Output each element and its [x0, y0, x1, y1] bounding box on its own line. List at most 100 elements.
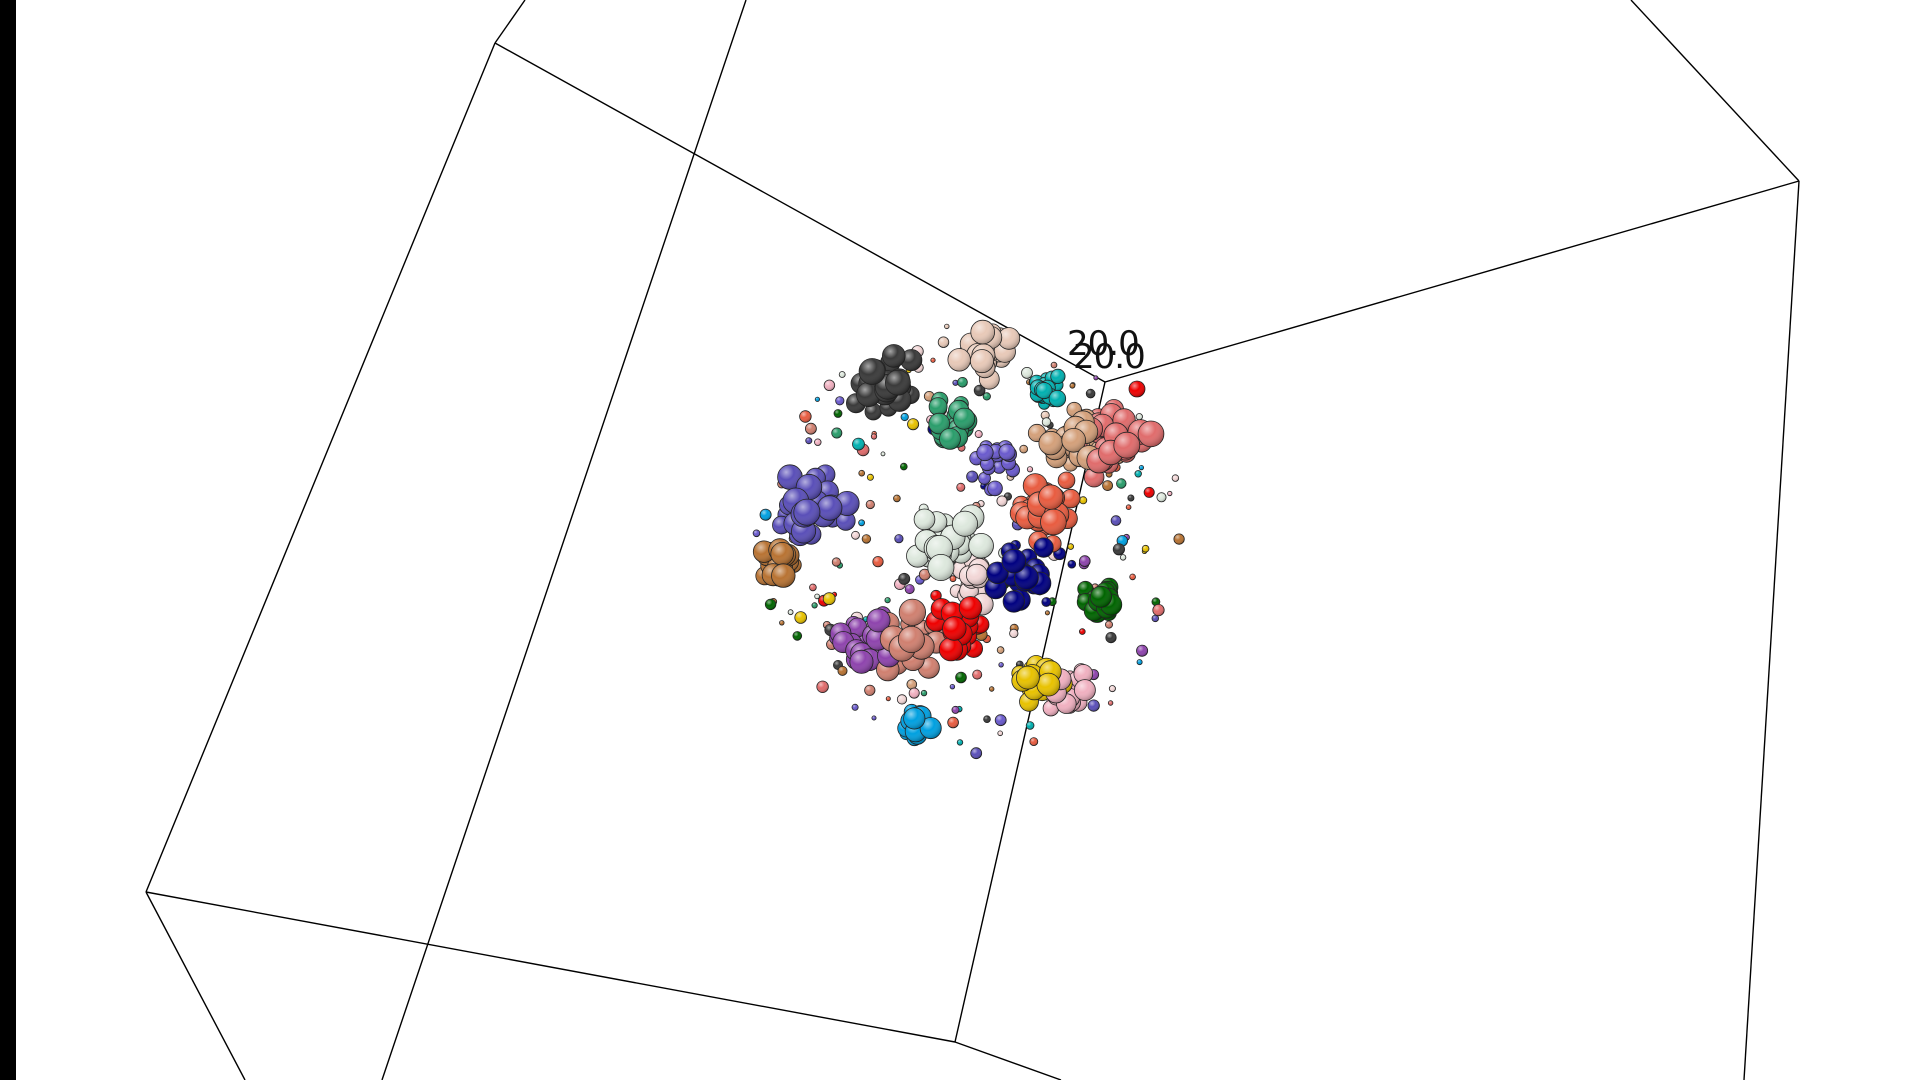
atom-shading [1111, 515, 1121, 526]
atom-shading [972, 670, 982, 680]
atom-shading [986, 562, 1009, 584]
atom-shading [942, 616, 967, 641]
atom-shading [862, 534, 871, 544]
atom-shading [1036, 673, 1060, 697]
atom-shading [1139, 465, 1144, 470]
atom-shading [835, 396, 844, 405]
atom-shading [831, 427, 842, 439]
atom-shading [893, 495, 901, 502]
atom-shading [1079, 628, 1086, 635]
atom-shading [899, 599, 926, 626]
atom-shading [975, 430, 983, 438]
atom-shading [1061, 428, 1086, 453]
atom-shading [765, 599, 776, 610]
atom-shading [952, 380, 959, 386]
atom-shading [1138, 421, 1164, 447]
atom-shading [811, 602, 818, 609]
atom-shading [976, 444, 994, 461]
atom-shading [1137, 659, 1143, 665]
atom-shading [950, 684, 955, 689]
molecule-structure[interactable] [752, 319, 1185, 760]
atom-shading [995, 714, 1007, 726]
atom-shading [898, 573, 910, 585]
atom-shading [1073, 664, 1093, 684]
atom-shading [998, 327, 1020, 350]
atom-shading [921, 690, 927, 696]
atom-shading [1108, 700, 1113, 706]
atom-shading [968, 533, 994, 559]
atom-shading [955, 672, 967, 683]
atom-shading [858, 519, 865, 526]
atom-shading [1152, 604, 1165, 616]
3d-viewport[interactable]: 20.0 20.0 [16, 0, 1920, 1080]
atom-shading [832, 557, 841, 567]
atom-shading [1014, 565, 1039, 590]
axis-label: 20.0 [1073, 337, 1146, 377]
atom-shading [848, 618, 867, 637]
box-edge [494, 42, 1106, 383]
atom-shading [1041, 411, 1050, 420]
atom-shading [805, 423, 817, 435]
atom-shading [1058, 472, 1075, 489]
atom-shading [852, 704, 859, 711]
atom-shading [1142, 545, 1149, 553]
box-edge [1104, 180, 1800, 383]
atom-shading [1126, 504, 1131, 510]
atom-shading [1067, 543, 1074, 550]
atom-shading [1051, 362, 1057, 368]
scene-canvas[interactable] [16, 0, 1920, 1080]
atom-shading [920, 717, 942, 739]
atom-shading [864, 685, 875, 696]
atom-shading [996, 495, 1008, 507]
atom-shading [886, 696, 891, 701]
atom-shading [970, 320, 995, 344]
atom-shading [839, 371, 846, 378]
atom-shading [1172, 474, 1179, 482]
atom-shading [1120, 554, 1126, 561]
atom-shading [907, 418, 919, 430]
atom-shading [852, 438, 865, 451]
atom-shading [823, 592, 836, 605]
atom-shading [905, 584, 915, 594]
atom-shading [815, 397, 820, 402]
atom-shading [836, 511, 856, 531]
atom-shading [1049, 390, 1066, 407]
atom-shading [1173, 533, 1185, 545]
atom-shading [858, 470, 865, 477]
atom-shading [1156, 492, 1167, 502]
atom-shading [885, 370, 911, 396]
atom-shading [753, 529, 760, 537]
atom-shading [816, 681, 829, 693]
atom-shading [1167, 491, 1173, 496]
atom-shading [1093, 375, 1098, 380]
atom-shading [849, 650, 874, 674]
atom-shading [760, 509, 772, 521]
box-edge [1630, 0, 1800, 182]
atom-shading [1088, 699, 1100, 712]
box-edge [494, 0, 526, 44]
atom-shading [817, 495, 842, 521]
box-edge [145, 891, 956, 1043]
box-edge [381, 0, 747, 1080]
atom-shading [805, 437, 812, 444]
box-edge [1743, 180, 1800, 1080]
atom-shading [894, 534, 904, 543]
atom-shading [851, 531, 860, 540]
atom-shading [1129, 381, 1145, 397]
atom-shading [771, 563, 796, 588]
atom-shading [1040, 509, 1067, 535]
atom-shading [1003, 590, 1025, 613]
atom-shading [866, 500, 875, 509]
atom-shading [898, 626, 925, 653]
atom-shading [983, 392, 991, 401]
atom-shading [1033, 537, 1054, 558]
atom-shading [793, 499, 821, 526]
atom-shading [1009, 629, 1018, 638]
atom-shading [983, 715, 991, 723]
atom-shading [952, 511, 978, 537]
atom-shading [900, 349, 922, 371]
atom-shading [1019, 445, 1028, 453]
atom-shading [788, 609, 794, 615]
atom-shading [1136, 645, 1148, 657]
atom-shading [881, 451, 885, 456]
